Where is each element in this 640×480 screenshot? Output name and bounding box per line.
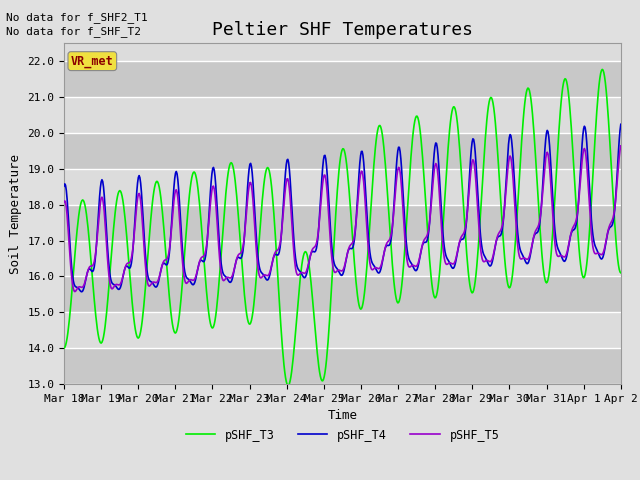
pSHF_T5 <box>70 288 78 294</box>
pSHF_T4 <box>78 289 86 295</box>
pSHF_T3 <box>411 118 419 124</box>
Bar <box>64 276 621 312</box>
Line: pSHF_T3: pSHF_T3 <box>64 70 621 385</box>
pSHF_T5 <box>214 235 222 240</box>
pSHF_T5 <box>428 204 435 209</box>
pSHF_T3 <box>214 299 221 304</box>
pSHF_T4 <box>128 254 136 260</box>
pSHF_T3 <box>284 383 292 388</box>
Text: No data for f_SHF_T2: No data for f_SHF_T2 <box>6 26 141 37</box>
pSHF_T5 <box>411 263 419 269</box>
pSHF_T3 <box>428 274 435 279</box>
pSHF_T4 <box>70 281 78 287</box>
pSHF_T4 <box>617 121 625 127</box>
pSHF_T3 <box>127 290 135 296</box>
Title: Peltier SHF Temperatures: Peltier SHF Temperatures <box>212 21 473 39</box>
pSHF_T3 <box>617 270 625 276</box>
pSHF_T5 <box>71 289 79 295</box>
Bar <box>64 204 621 240</box>
pSHF_T4 <box>185 276 193 282</box>
Y-axis label: Soil Temperature: Soil Temperature <box>9 154 22 274</box>
pSHF_T5 <box>185 278 193 284</box>
Line: pSHF_T4: pSHF_T4 <box>64 124 621 292</box>
Line: pSHF_T5: pSHF_T5 <box>64 146 621 292</box>
pSHF_T4 <box>428 199 435 204</box>
pSHF_T3 <box>60 345 68 351</box>
pSHF_T5 <box>617 143 625 149</box>
Bar <box>64 133 621 169</box>
pSHF_T5 <box>60 199 68 205</box>
pSHF_T4 <box>60 183 68 189</box>
Bar <box>64 348 621 384</box>
pSHF_T5 <box>128 251 136 257</box>
pSHF_T4 <box>411 267 419 273</box>
X-axis label: Time: Time <box>328 409 357 422</box>
Text: VR_met: VR_met <box>71 55 114 68</box>
Legend: pSHF_T3, pSHF_T4, pSHF_T5: pSHF_T3, pSHF_T4, pSHF_T5 <box>181 424 504 446</box>
pSHF_T3 <box>184 208 192 214</box>
Text: No data for f_SHF2_T1: No data for f_SHF2_T1 <box>6 12 148 23</box>
pSHF_T3 <box>70 262 78 268</box>
pSHF_T4 <box>214 221 222 227</box>
pSHF_T3 <box>598 67 606 72</box>
Bar <box>64 61 621 97</box>
